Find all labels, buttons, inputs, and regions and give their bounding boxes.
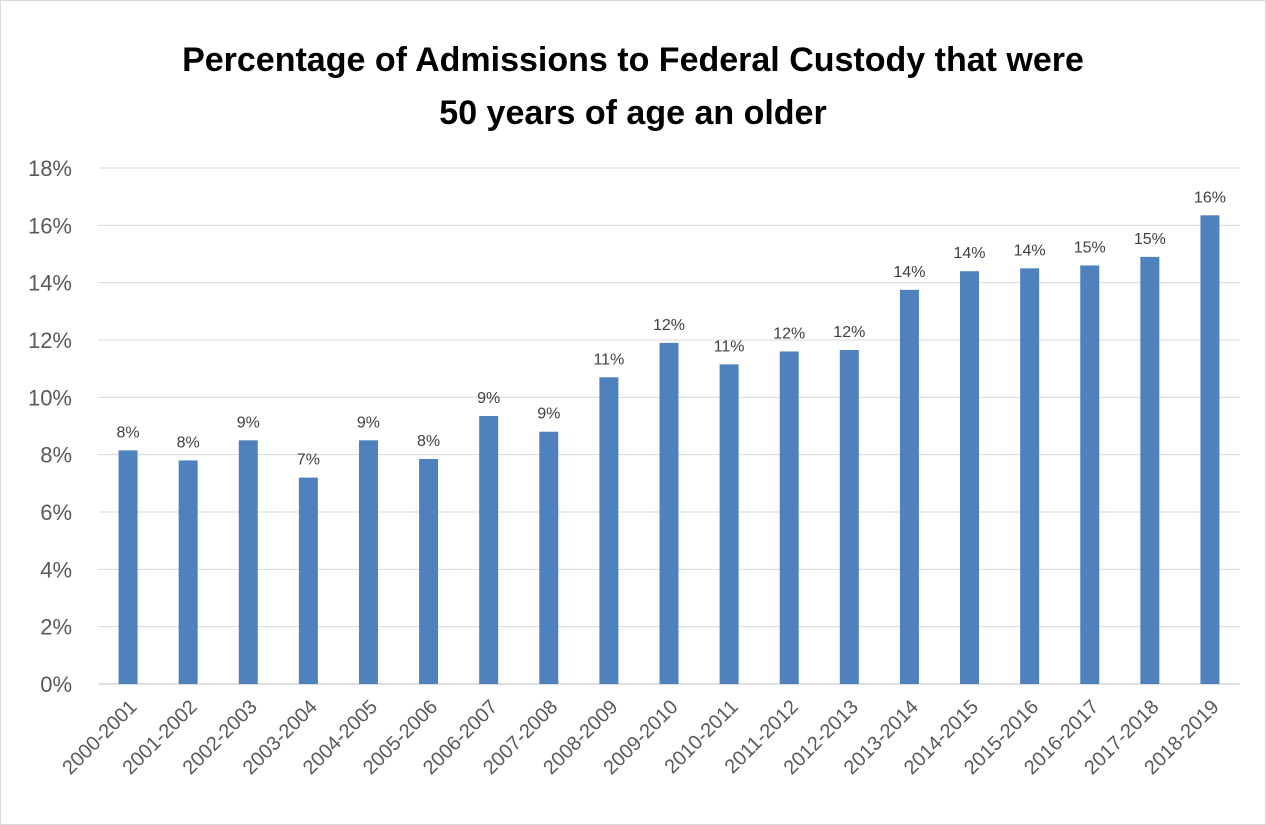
chart-title-line-1: Percentage of Admissions to Federal Cust… <box>182 41 1084 79</box>
chart-title: Percentage of Admissions to Federal Cust… <box>0 34 1266 140</box>
bar <box>238 440 258 684</box>
bar <box>779 351 799 684</box>
data-label: 9% <box>237 414 260 431</box>
y-tick-label: 6% <box>40 500 72 525</box>
bar <box>1020 268 1040 684</box>
data-label: 15% <box>1134 231 1166 248</box>
y-tick-label: 14% <box>28 271 72 296</box>
bar <box>899 289 919 684</box>
y-tick-label: 18% <box>28 156 72 181</box>
y-tick-label: 16% <box>28 213 72 238</box>
bar <box>539 431 559 684</box>
data-label: 8% <box>417 433 440 450</box>
bars <box>118 215 1220 685</box>
data-label: 11% <box>714 338 745 355</box>
data-labels: 8% 8% 9% 7% 9% 8% 9% 9% 11% 12% 11% 12% 12% 14% 14% 14%… <box>116 189 1225 468</box>
data-label: 8% <box>116 424 139 441</box>
y-axis-ticks: 0% 2% 4% 6% 8% 10% 12% 14% 16% 18% <box>28 156 72 697</box>
data-label: 8% <box>177 434 200 451</box>
x-axis-ticks: 2000-20012001-20022002-20032003-20042004… <box>58 696 1223 779</box>
bar <box>1080 265 1100 684</box>
y-tick-label: 4% <box>40 557 72 582</box>
bar <box>1140 256 1160 684</box>
data-label: 7% <box>297 452 320 469</box>
bar <box>839 350 859 684</box>
y-tick-label: 12% <box>28 328 72 353</box>
bar <box>659 342 679 684</box>
bar <box>1200 215 1220 685</box>
data-label: 9% <box>537 406 560 423</box>
data-label: 11% <box>593 351 624 368</box>
y-tick-label: 2% <box>40 615 72 640</box>
data-label: 9% <box>477 390 500 407</box>
data-label: 12% <box>833 324 865 341</box>
data-label: 16% <box>1194 189 1226 206</box>
y-tick-label: 8% <box>40 443 72 468</box>
bar <box>178 460 198 684</box>
bar <box>419 458 439 684</box>
bar <box>358 440 378 684</box>
bar <box>960 271 980 684</box>
data-label: 12% <box>653 317 685 334</box>
chart-title-line-2: 50 years of age an older <box>439 94 827 132</box>
data-label: 9% <box>357 414 380 431</box>
data-label: 12% <box>773 325 805 342</box>
bar <box>479 415 499 684</box>
bar <box>599 377 619 684</box>
bar <box>298 477 318 684</box>
data-label: 14% <box>893 264 925 281</box>
bar <box>719 364 739 684</box>
y-tick-label: 10% <box>28 385 72 410</box>
data-label: 14% <box>1014 242 1046 259</box>
data-label: 15% <box>1074 239 1106 256</box>
bar <box>118 450 138 684</box>
data-label: 14% <box>954 245 986 262</box>
y-tick-label: 0% <box>40 672 72 697</box>
